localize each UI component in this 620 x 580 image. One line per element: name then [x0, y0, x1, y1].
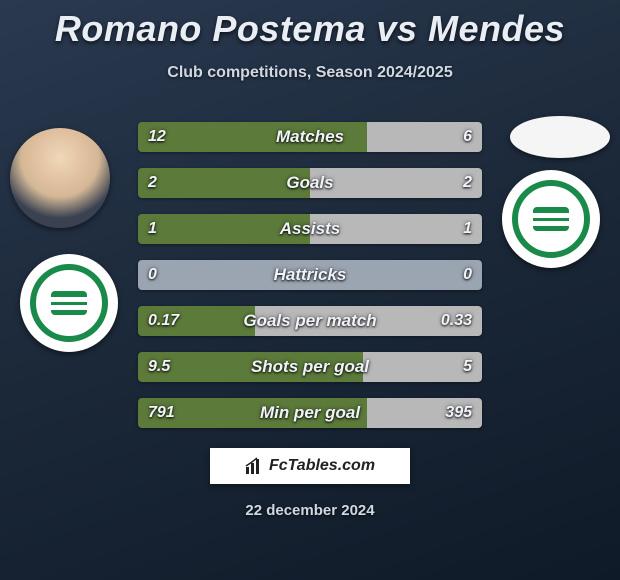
- chart-icon: [245, 457, 263, 475]
- stat-row: 126Matches: [138, 122, 482, 152]
- stat-name: Goals: [138, 168, 482, 198]
- stat-row: 9.55Shots per goal: [138, 352, 482, 382]
- player1-club-badge: [20, 254, 118, 352]
- stat-name: Shots per goal: [138, 352, 482, 382]
- stat-name: Matches: [138, 122, 482, 152]
- stat-name: Hattricks: [138, 260, 482, 290]
- stat-name: Min per goal: [138, 398, 482, 428]
- player1-avatar: [10, 128, 110, 228]
- subtitle: Club competitions, Season 2024/2025: [0, 64, 620, 82]
- stat-row: 791395Min per goal: [138, 398, 482, 428]
- stat-row: 11Assists: [138, 214, 482, 244]
- branding-badge: FcTables.com: [210, 448, 410, 484]
- stat-row: 22Goals: [138, 168, 482, 198]
- stat-row: 00Hattricks: [138, 260, 482, 290]
- club-logo-icon: [512, 180, 590, 258]
- branding-text: FcTables.com: [269, 457, 375, 475]
- player2-club-badge: [502, 170, 600, 268]
- stats-list: 126Matches 22Goals 11Assists 00Hattricks 0.1…: [138, 122, 482, 444]
- date-label: 22 december 2024: [0, 502, 620, 519]
- player2-avatar: [510, 116, 610, 158]
- comparison-card: Romano Postema vs Mendes Club competitio…: [0, 0, 620, 580]
- club-logo-icon: [30, 264, 108, 342]
- stat-name: Goals per match: [138, 306, 482, 336]
- stat-name: Assists: [138, 214, 482, 244]
- page-title: Romano Postema vs Mendes: [0, 0, 620, 50]
- stat-row: 0.170.33Goals per match: [138, 306, 482, 336]
